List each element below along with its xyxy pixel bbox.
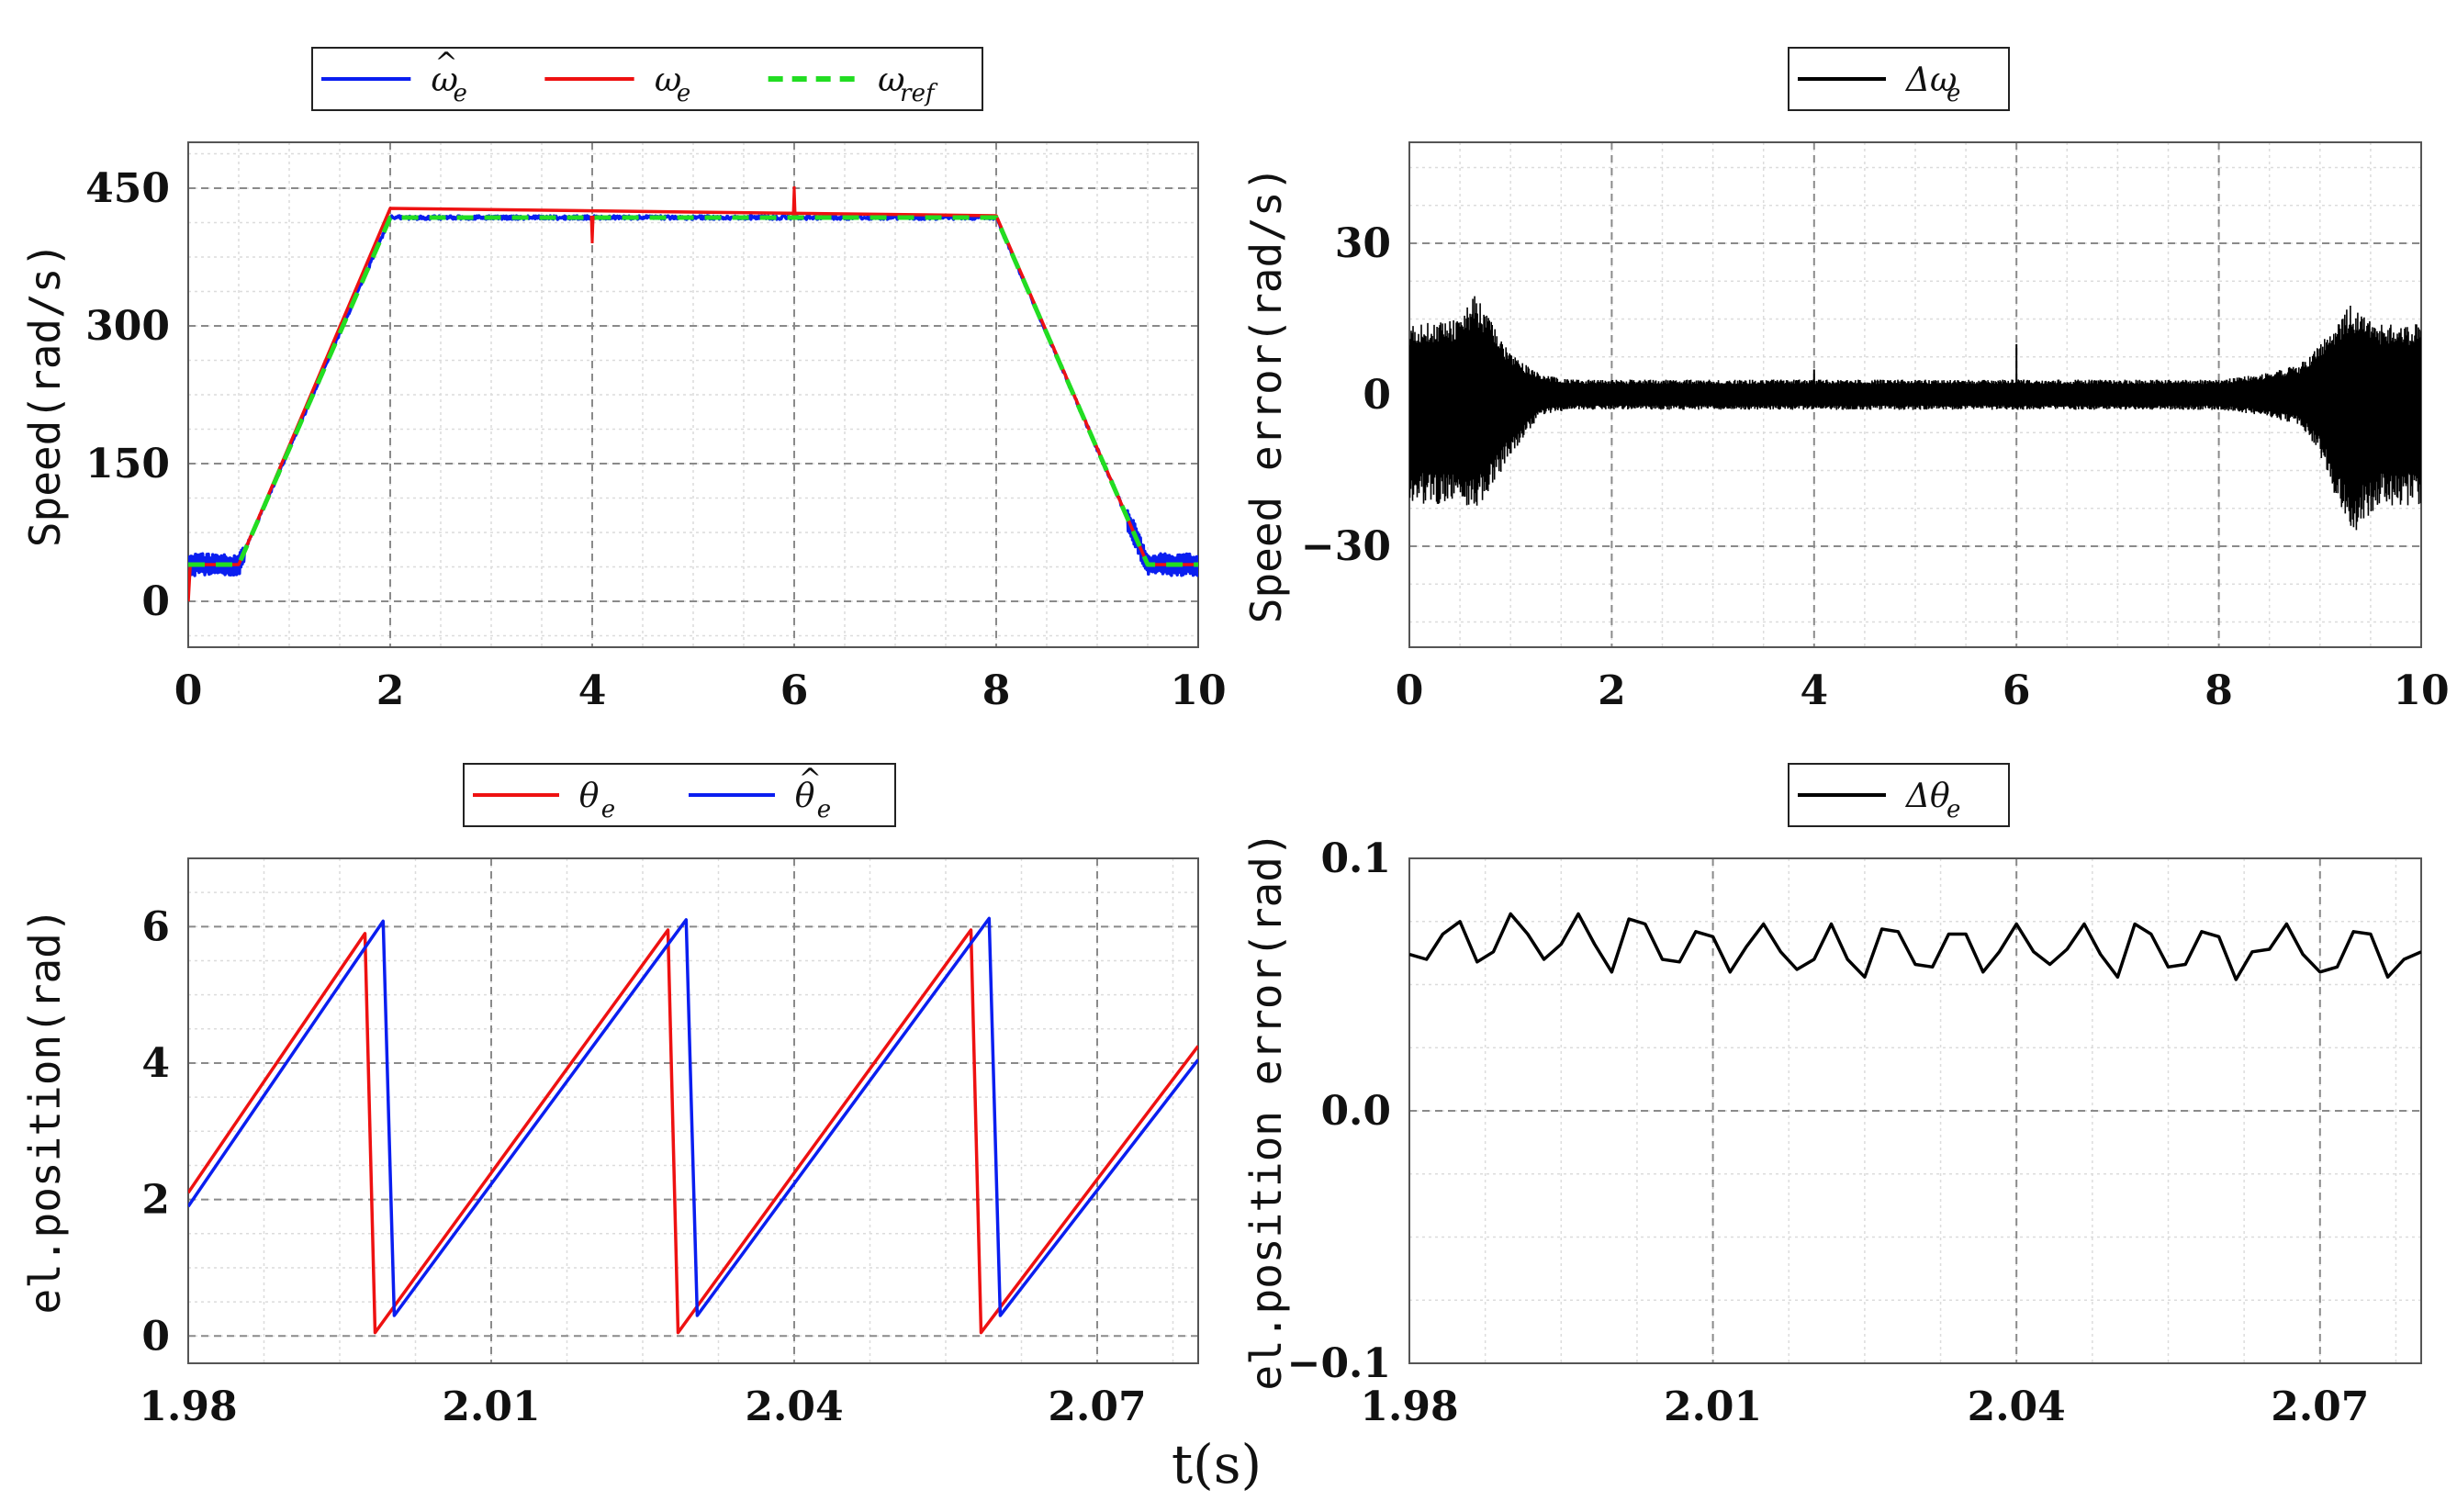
legend-subscript: e bbox=[817, 796, 831, 823]
y-axis-label: el.position(rad) bbox=[20, 907, 70, 1314]
series-group bbox=[188, 916, 1198, 1335]
x-tick-label: 1.98 bbox=[139, 1383, 237, 1430]
legend-label: Δθ bbox=[1904, 778, 1950, 815]
legend-label: ω bbox=[432, 62, 458, 99]
x-tick-label: 2.01 bbox=[442, 1383, 540, 1430]
legend-subscript: ref bbox=[900, 80, 938, 107]
series--e bbox=[1409, 912, 2421, 981]
series--ref bbox=[188, 215, 1198, 567]
y-tick-label: 150 bbox=[85, 441, 170, 487]
x-tick-label: 2.01 bbox=[1664, 1383, 1762, 1430]
x-tick-label: 2.07 bbox=[2271, 1383, 2369, 1430]
legend-label: θ bbox=[795, 778, 815, 815]
legend-hat: ^ bbox=[435, 47, 458, 79]
legend-subscript: e bbox=[601, 796, 615, 823]
axes-frame bbox=[187, 141, 1199, 648]
legend-label: ω bbox=[655, 62, 681, 99]
x-tick-label: 0 bbox=[1396, 667, 1424, 714]
shared-x-axis-label: t(s) bbox=[1172, 1433, 1262, 1495]
y-axis-label: Speed(rad/s) bbox=[20, 242, 70, 547]
y-tick-label: 0 bbox=[141, 1313, 170, 1360]
x-tick-label: 1.98 bbox=[1360, 1383, 1458, 1430]
series--e-spike bbox=[791, 185, 797, 217]
x-tick-label: 8 bbox=[2205, 667, 2233, 714]
series--e-spike bbox=[589, 215, 595, 244]
legend-label: ω bbox=[878, 62, 904, 99]
y-tick-label: 0.0 bbox=[1320, 1088, 1391, 1135]
legend: Δωe bbox=[1788, 47, 2010, 111]
legend-box bbox=[311, 47, 983, 111]
axes-frame bbox=[187, 857, 1199, 1364]
series-group bbox=[1409, 912, 2421, 981]
x-tick-label: 2.07 bbox=[1048, 1383, 1146, 1430]
series--e bbox=[1409, 296, 2421, 531]
axes-frame bbox=[1408, 857, 2422, 1364]
x-tick-label: 2 bbox=[376, 667, 405, 714]
y-tick-label: 30 bbox=[1335, 220, 1391, 267]
y-tick-label: 0.1 bbox=[1320, 835, 1391, 882]
y-tick-label: 4 bbox=[141, 1040, 170, 1087]
y-axis-label: Speed error(rad/s) bbox=[1241, 166, 1291, 624]
y-tick-label: −0.1 bbox=[1287, 1340, 1391, 1387]
legend-subscript: e bbox=[677, 80, 690, 107]
legend: Δθe bbox=[1788, 763, 2010, 827]
x-tick-label: 2.04 bbox=[745, 1383, 843, 1430]
x-tick-label: 2.04 bbox=[1968, 1383, 2066, 1430]
x-tick-label: 10 bbox=[1170, 667, 1226, 714]
legend-subscript: e bbox=[1947, 796, 1960, 823]
series--e bbox=[188, 928, 1198, 1335]
y-axis-label: el.position error(rad) bbox=[1241, 831, 1291, 1390]
x-tick-label: 0 bbox=[174, 667, 203, 714]
legend-label: θ bbox=[579, 778, 600, 815]
series-group bbox=[188, 185, 1198, 602]
y-tick-label: −30 bbox=[1301, 523, 1391, 570]
x-tick-label: 10 bbox=[2393, 667, 2449, 714]
x-tick-label: 4 bbox=[578, 667, 607, 714]
y-tick-label: 300 bbox=[85, 303, 170, 350]
y-tick-label: 0 bbox=[141, 578, 170, 625]
legend-subscript: e bbox=[1947, 80, 1960, 107]
position-error-panel: 1.98 2.01 2.04 2.07 −0.1 0.0 0.1 el.position er… bbox=[1241, 763, 2422, 1430]
series--e-estimated bbox=[188, 916, 1198, 1317]
legend-hat: ^ bbox=[799, 763, 822, 795]
x-tick-label: 4 bbox=[1800, 667, 1828, 714]
x-tick-label: 6 bbox=[2003, 667, 2031, 714]
x-tick-label: 6 bbox=[780, 667, 809, 714]
y-tick-label: 2 bbox=[141, 1177, 170, 1224]
x-tick-label: 8 bbox=[982, 667, 1011, 714]
legend: θ e θ e^ bbox=[463, 763, 896, 827]
series-group bbox=[1409, 296, 2421, 531]
y-tick-label: 0 bbox=[1363, 372, 1391, 419]
y-tick-label: 6 bbox=[141, 903, 170, 950]
y-tick-label: 450 bbox=[85, 165, 170, 212]
speed-error-panel: 0 2 4 6 8 10 −30 0 30 Speed error(rad/s) Δωe bbox=[1241, 47, 2450, 714]
legend-subscript: e bbox=[454, 80, 467, 107]
legend-label: Δω bbox=[1904, 62, 1957, 99]
x-tick-label: 2 bbox=[1598, 667, 1626, 714]
